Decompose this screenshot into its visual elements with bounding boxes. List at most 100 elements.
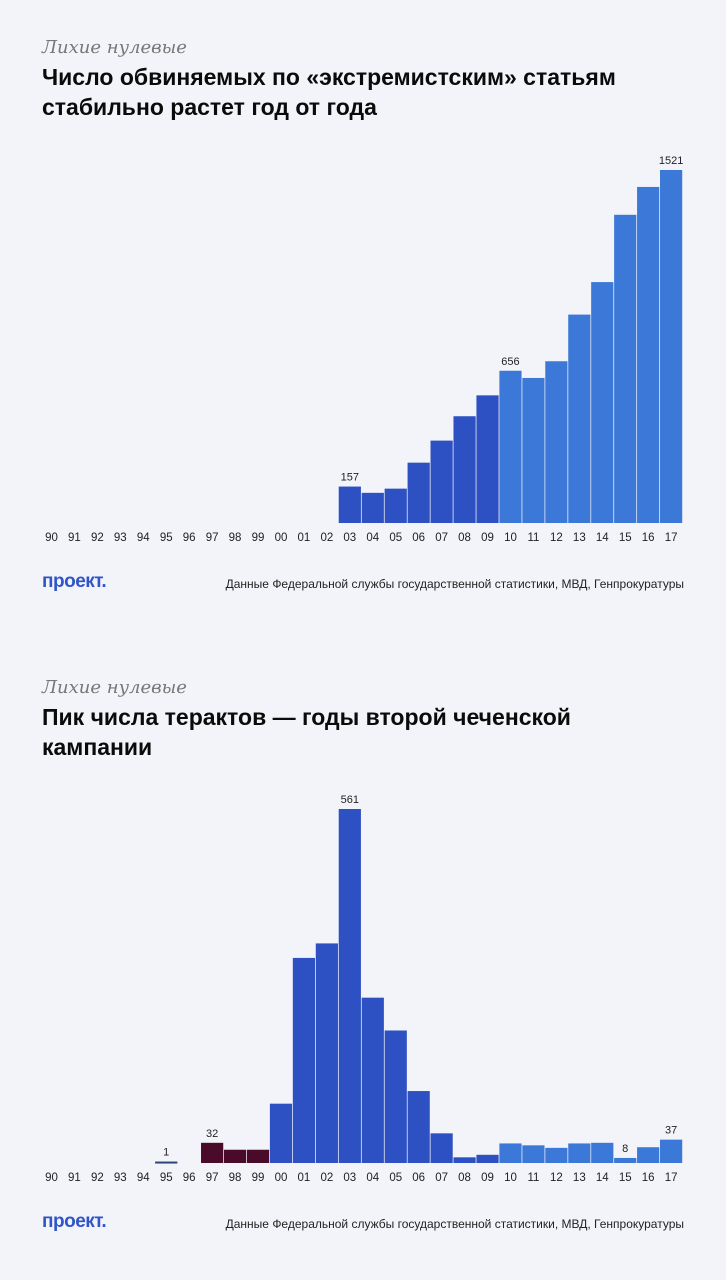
x-tick-99: 99: [252, 532, 265, 544]
x-tick-10: 10: [504, 1172, 517, 1184]
x-tick-17: 17: [665, 1172, 678, 1184]
bar-05: [384, 1030, 407, 1163]
data-label-95: 1: [163, 1147, 169, 1159]
data-label-03: 561: [341, 794, 359, 806]
x-tick-07: 07: [435, 532, 448, 544]
data-label-15: 8: [622, 1143, 628, 1155]
bar-11: [522, 1145, 545, 1163]
x-tick-98: 98: [229, 1172, 242, 1184]
x-tick-13: 13: [573, 1172, 586, 1184]
x-tick-04: 04: [366, 532, 379, 544]
bar-99: [246, 1149, 270, 1163]
bar-09: [476, 1154, 499, 1163]
x-tick-91: 91: [68, 1172, 81, 1184]
x-tick-96: 96: [183, 1172, 196, 1184]
bar-98: [223, 1149, 247, 1163]
x-tick-05: 05: [389, 532, 402, 544]
x-tick-02: 02: [320, 1172, 333, 1184]
source-note: Данные Федеральной службы государственно…: [225, 577, 684, 591]
x-tick-93: 93: [114, 1172, 127, 1184]
bar-17: [660, 170, 683, 523]
logo: проект.: [42, 571, 107, 592]
chart-panel-extremism: Лихие нулевые Число обвиняемых по «экстр…: [42, 37, 684, 592]
x-tick-96: 96: [183, 532, 196, 544]
x-tick-04: 04: [366, 1172, 379, 1184]
kicker: Лихие нулевые: [42, 677, 187, 698]
x-tick-16: 16: [642, 1172, 655, 1184]
x-tick-06: 06: [412, 532, 425, 544]
x-tick-09: 09: [481, 532, 494, 544]
x-tick-17: 17: [665, 532, 678, 544]
bar-02: [315, 943, 338, 1163]
bar-06: [407, 462, 430, 523]
x-tick-01: 01: [298, 532, 311, 544]
x-tick-01: 01: [298, 1172, 311, 1184]
x-tick-00: 00: [275, 532, 288, 544]
bar-16: [637, 1147, 660, 1163]
x-tick-00: 00: [275, 1172, 288, 1184]
x-tick-12: 12: [550, 532, 563, 544]
bar-07: [430, 440, 453, 523]
bar-10: [499, 370, 522, 523]
bar-12: [545, 361, 568, 523]
x-tick-92: 92: [91, 532, 104, 544]
x-tick-12: 12: [550, 1172, 563, 1184]
x-tick-08: 08: [458, 532, 471, 544]
bar-03: [338, 486, 361, 523]
x-tick-08: 08: [458, 1172, 471, 1184]
x-tick-10: 10: [504, 532, 517, 544]
x-tick-94: 94: [137, 1172, 150, 1184]
data-label-17: 37: [665, 1125, 677, 1137]
x-tick-05: 05: [389, 1172, 402, 1184]
x-tick-06: 06: [412, 1172, 425, 1184]
x-tick-92: 92: [91, 1172, 104, 1184]
bar-01: [292, 957, 316, 1163]
x-tick-11: 11: [527, 532, 539, 544]
bar-97: [201, 1142, 224, 1163]
x-tick-90: 90: [45, 532, 58, 544]
bar-chart-terror-attacks: 90 91 92 93 94 1 95 96 32 97 98 99 00 01 02 561 03 04 05 06…: [45, 794, 683, 1184]
bar-16: [637, 186, 660, 523]
bar-03: [338, 809, 361, 1163]
bar-14: [591, 1142, 614, 1163]
source-note: Данные Федеральной службы государственно…: [225, 1217, 684, 1231]
bar-07: [430, 1133, 453, 1163]
x-tick-15: 15: [619, 1172, 632, 1184]
bar-15: [614, 1157, 637, 1163]
kicker: Лихие нулевые: [42, 37, 187, 58]
bar-15: [614, 214, 637, 524]
bar-13: [568, 314, 591, 523]
x-tick-90: 90: [45, 1172, 58, 1184]
bar-04: [361, 492, 384, 523]
bar-13: [568, 1143, 591, 1163]
x-tick-14: 14: [596, 1172, 609, 1184]
x-tick-03: 03: [343, 532, 356, 544]
x-tick-95: 95: [160, 1172, 173, 1184]
x-tick-91: 91: [68, 532, 81, 544]
x-tick-97: 97: [206, 1172, 219, 1184]
x-tick-98: 98: [229, 532, 242, 544]
x-tick-11: 11: [527, 1172, 539, 1184]
x-tick-14: 14: [596, 532, 609, 544]
bar-12: [545, 1147, 568, 1163]
chart-panel-terror-attacks: Лихие нулевые Пик числа терактов — годы …: [0, 640, 726, 1280]
x-tick-03: 03: [343, 1172, 356, 1184]
x-tick-94: 94: [137, 532, 150, 544]
x-tick-99: 99: [252, 1172, 265, 1184]
x-tick-93: 93: [114, 532, 127, 544]
bar-09: [476, 395, 499, 523]
data-label-97: 32: [206, 1128, 218, 1140]
x-tick-07: 07: [435, 1172, 448, 1184]
bar-00: [269, 1103, 293, 1163]
x-tick-16: 16: [642, 532, 655, 544]
bar-17: [660, 1139, 683, 1163]
x-tick-02: 02: [320, 532, 333, 544]
x-tick-15: 15: [619, 532, 632, 544]
bar-chart-extremism: 90 91 92 93 94 95 96 97 98 99 00 01 02 157 03 04 05 06 07 0…: [45, 155, 683, 544]
data-label-17: 1521: [659, 155, 683, 167]
bar-08: [453, 1157, 476, 1163]
bar-04: [361, 997, 384, 1163]
bar-11: [522, 377, 545, 523]
bar-08: [453, 416, 476, 523]
data-label-03: 157: [341, 472, 359, 484]
